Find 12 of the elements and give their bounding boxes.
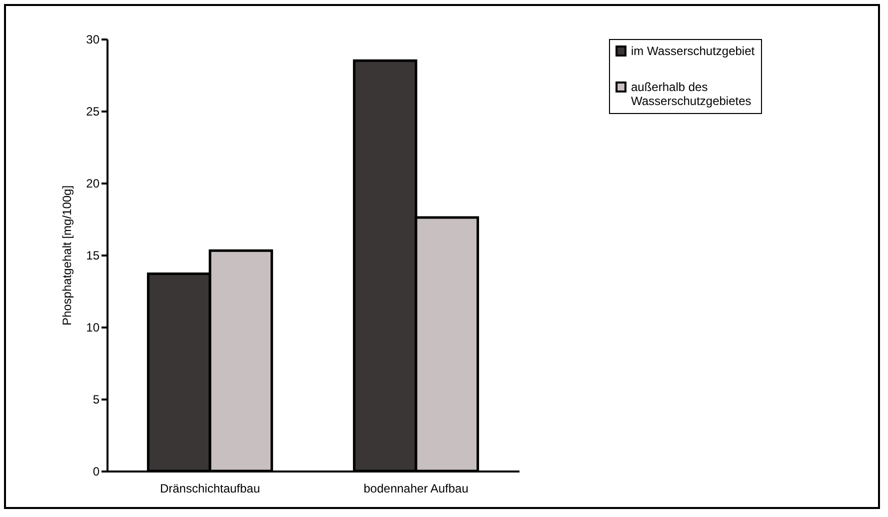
y-tick-label: 30 <box>86 32 100 46</box>
legend-label: im Wasserschutzgebiet <box>631 44 756 58</box>
y-tick-label: 25 <box>86 104 100 118</box>
y-tick-label: 15 <box>86 248 100 262</box>
y-tick-label: 10 <box>86 320 100 334</box>
x-tick-label: Dränschichtaufbau <box>160 482 260 496</box>
y-axis-title: Phosphatgehalt [mg/100g] <box>60 185 74 326</box>
legend-label: außerhalb des Wasserschutzgebietes <box>631 80 752 108</box>
y-tick-label: 5 <box>92 392 100 406</box>
y-tick-label: 20 <box>86 176 100 190</box>
y-tick-label: 0 <box>92 464 100 478</box>
x-tick-label: bodennaher Aufbau <box>364 482 468 496</box>
